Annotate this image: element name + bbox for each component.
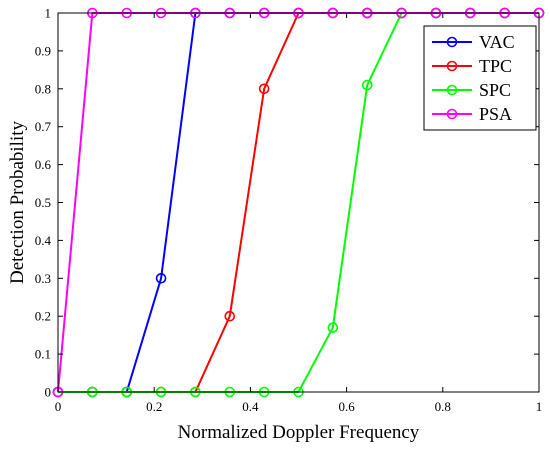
y-tick-label: 0.1: [35, 347, 51, 362]
legend-marker: [446, 84, 458, 96]
y-axis-label: Detection Probability: [7, 120, 28, 284]
legend-label: TPC: [479, 56, 512, 76]
y-tick-label: 0.3: [35, 271, 51, 286]
legend-item-vac: VAC: [432, 32, 515, 52]
y-tick-label: 0.9: [35, 43, 51, 58]
x-tick-label: 0.4: [242, 399, 259, 414]
legend-box: [423, 25, 537, 131]
legend-item-tpc: TPC: [432, 56, 512, 76]
y-tick-label: 1: [45, 6, 52, 21]
x-tick-label: 0.8: [435, 399, 451, 414]
x-tick-label: 1: [536, 399, 543, 414]
y-tick-label: 0.4: [35, 233, 52, 248]
x-tick-label: 0: [55, 399, 62, 414]
legend-label: VAC: [479, 32, 515, 52]
y-tick-label: 0.7: [35, 119, 52, 134]
y-tick-label: 0: [45, 385, 52, 400]
data-point-tpc: [258, 83, 270, 95]
legend-item-psa: PSA: [432, 104, 512, 124]
legend-item-spc: SPC: [432, 80, 511, 100]
legend-label: PSA: [479, 104, 512, 124]
x-tick-label: 0.6: [338, 399, 355, 414]
data-point-spc: [361, 79, 373, 91]
x-axis-label: Normalized Doppler Frequency: [178, 422, 420, 443]
y-tick-label: 0.6: [35, 157, 52, 172]
data-point-tpc: [224, 310, 236, 322]
legend: VAC TPC SPC PSA: [423, 25, 537, 131]
y-tick-label: 0.2: [35, 309, 51, 324]
data-point-spc: [327, 322, 339, 333]
y-tick-label: 0.5: [35, 195, 51, 210]
legend-label: SPC: [479, 80, 511, 100]
legend-marker: [446, 108, 458, 120]
x-tick-label: 0.2: [146, 399, 162, 414]
legend-marker: [446, 36, 458, 48]
data-point-vac: [155, 272, 167, 284]
legend-marker: [446, 60, 458, 72]
y-tick-label: 0.8: [35, 81, 51, 96]
